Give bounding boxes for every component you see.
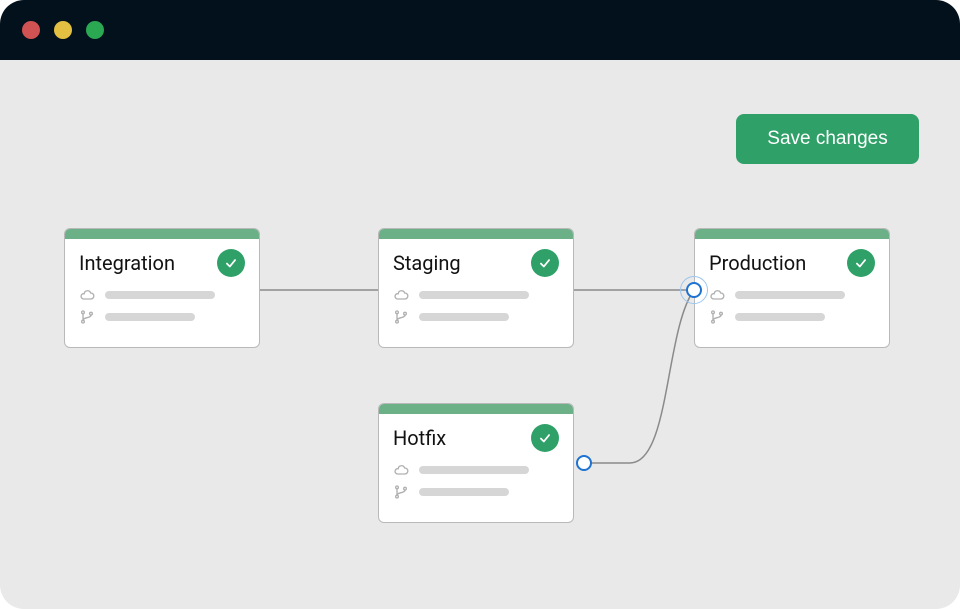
check-icon [847, 249, 875, 277]
meta-row [393, 309, 559, 325]
placeholder-bar [105, 291, 215, 299]
connection-port[interactable] [686, 282, 702, 298]
meta-row [709, 309, 875, 325]
node-header [695, 229, 889, 239]
minimize-dot[interactable] [54, 21, 72, 39]
node-production[interactable]: Production [694, 228, 890, 348]
node-title: Integration [79, 251, 175, 275]
placeholder-bar [419, 488, 509, 496]
placeholder-bar [105, 313, 195, 321]
check-icon [531, 424, 559, 452]
canvas[interactable]: Save changes Integration Staging Productio… [0, 60, 960, 609]
branch-icon [79, 309, 95, 325]
node-header [65, 229, 259, 239]
placeholder-bar [419, 466, 529, 474]
meta-row [709, 287, 875, 303]
titlebar [0, 0, 960, 60]
node-body: Hotfix [379, 414, 573, 514]
meta-row [79, 309, 245, 325]
node-integration[interactable]: Integration [64, 228, 260, 348]
check-icon [217, 249, 245, 277]
placeholder-bar [735, 313, 825, 321]
node-hotfix[interactable]: Hotfix [378, 403, 574, 523]
meta-row [393, 462, 559, 478]
save-changes-label: Save changes [767, 128, 887, 150]
cloud-icon [393, 462, 409, 478]
cloud-icon [393, 287, 409, 303]
meta-row [393, 287, 559, 303]
placeholder-bar [735, 291, 845, 299]
node-header [379, 229, 573, 239]
node-body: Staging [379, 239, 573, 339]
placeholder-bar [419, 291, 529, 299]
placeholder-bar [419, 313, 509, 321]
maximize-dot[interactable] [86, 21, 104, 39]
cloud-icon [709, 287, 725, 303]
node-title: Hotfix [393, 426, 446, 450]
node-staging[interactable]: Staging [378, 228, 574, 348]
node-body: Integration [65, 239, 259, 339]
node-title: Production [709, 251, 806, 275]
save-changes-button[interactable]: Save changes [736, 114, 919, 164]
node-header [379, 404, 573, 414]
close-dot[interactable] [22, 21, 40, 39]
branch-icon [393, 309, 409, 325]
cloud-icon [79, 287, 95, 303]
connection-port[interactable] [576, 455, 592, 471]
meta-row [393, 484, 559, 500]
meta-row [79, 287, 245, 303]
app-window: Save changes Integration Staging Productio… [0, 0, 960, 609]
node-title: Staging [393, 251, 461, 275]
branch-icon [393, 484, 409, 500]
branch-icon [709, 309, 725, 325]
node-body: Production [695, 239, 889, 339]
check-icon [531, 249, 559, 277]
